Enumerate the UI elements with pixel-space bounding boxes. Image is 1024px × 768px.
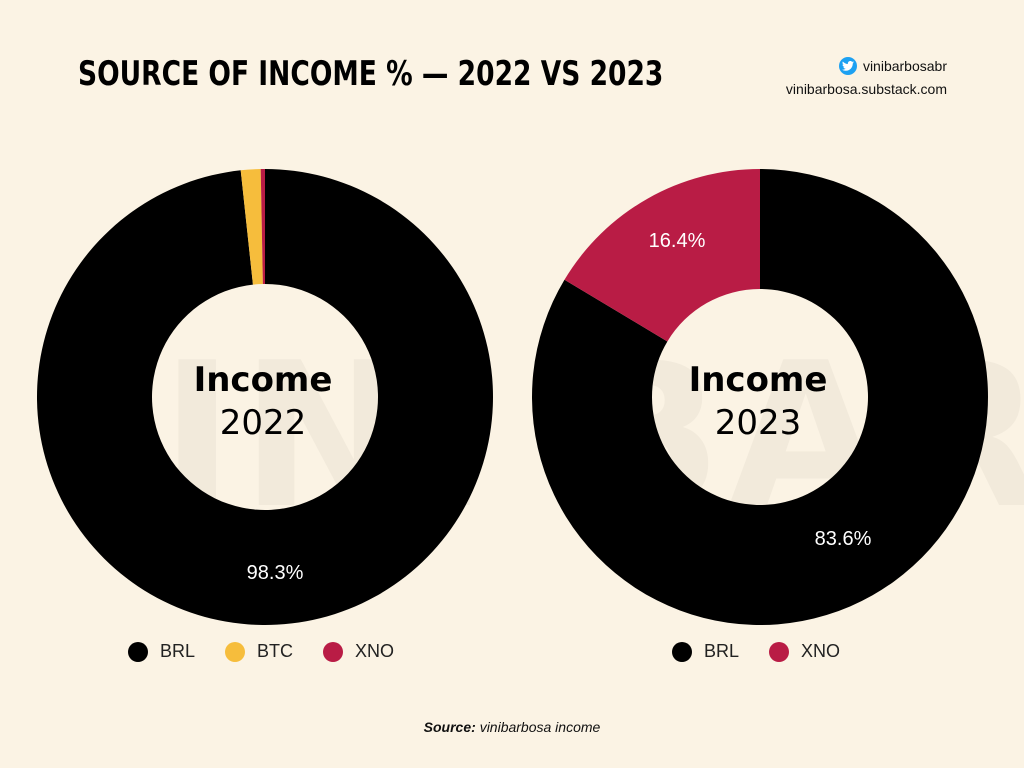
legend-item-xno-2023: XNO: [769, 641, 840, 662]
chart-title: SOURCE OF INCOME % — 2022 VS 2023: [78, 54, 664, 94]
data-label-xno-2023: 16.4%: [649, 230, 706, 252]
legend-label-btc: BTC: [257, 641, 294, 661]
center-subtitle-2022: 2022: [220, 403, 307, 443]
legend-item-brl-2022: BRL: [128, 641, 195, 662]
twitter-icon: [838, 57, 857, 75]
legend-item-btc-2022: BTC: [225, 641, 293, 662]
slice-xno-2023: [564, 169, 760, 342]
legend-item-brl-2023: BRL: [672, 641, 739, 662]
slice-brl-2022: [37, 169, 494, 626]
data-label-brl-2022: 98.3%: [247, 562, 304, 584]
twitter-handle[interactable]: vinibarbosabr: [862, 58, 947, 74]
legend-label-xno: XNO: [801, 641, 841, 661]
legend-item-xno-2022: XNO: [323, 641, 394, 662]
legend-dot-xno: [323, 641, 344, 662]
slice-xno-2022: [260, 169, 265, 285]
legend-dot-xno: [769, 641, 790, 662]
legend-label-brl: BRL: [160, 641, 196, 661]
center-title-2022: Income: [194, 360, 333, 400]
social-links: vinibarbosabr vinibarbosa.substack.com: [786, 56, 947, 99]
legend-2023: BRL XNO: [672, 641, 840, 662]
legend-label-brl: BRL: [704, 641, 740, 661]
legend-dot-brl: [128, 641, 148, 662]
data-label-brl-2023: 83.6%: [815, 528, 872, 550]
slice-btc-2022: [240, 169, 263, 285]
source-text: vinibarbosa income: [479, 719, 601, 735]
legend-2022: BRL BTC XNO: [128, 641, 394, 662]
legend-dot-btc: [225, 641, 246, 662]
legend-label-xno: XNO: [355, 641, 395, 661]
source-label: Source:: [423, 719, 476, 735]
center-title-2023: Income: [689, 360, 828, 400]
legend-dot-brl: [672, 641, 692, 662]
source-note: Source: vinibarbosa income: [0, 719, 1024, 735]
website-link[interactable]: vinibarbosa.substack.com: [785, 81, 947, 97]
center-subtitle-2023: 2023: [715, 403, 802, 443]
slice-brl-2023: [532, 169, 988, 626]
